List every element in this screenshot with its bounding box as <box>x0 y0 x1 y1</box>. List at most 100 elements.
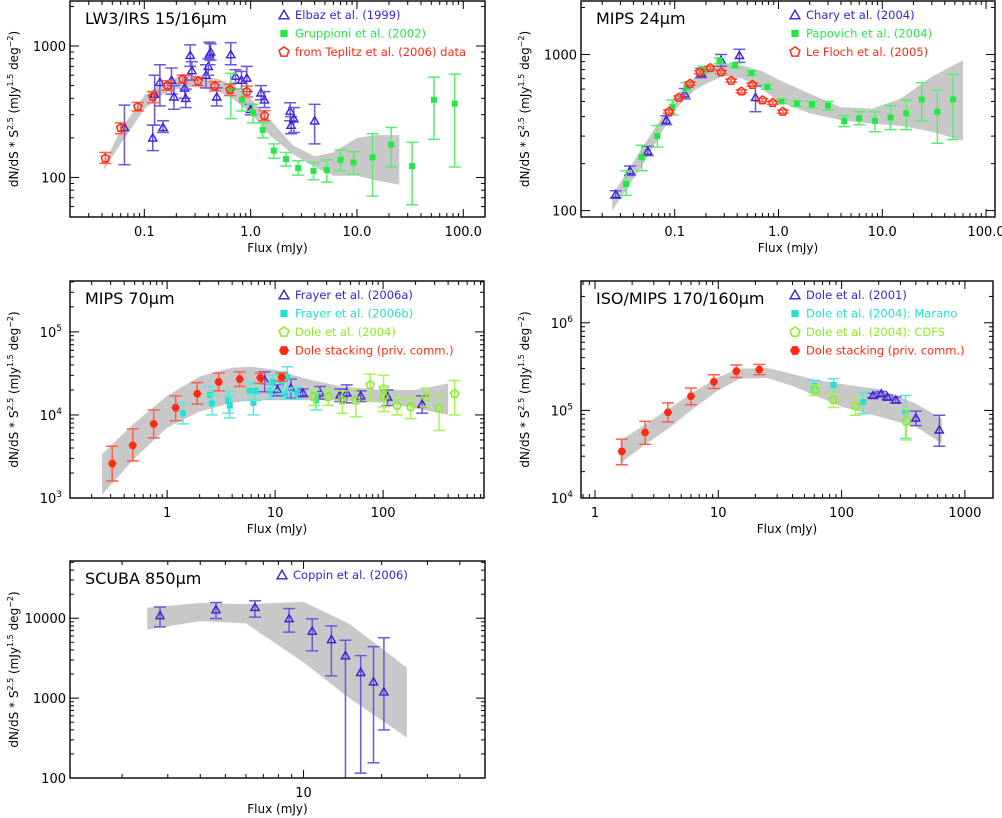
data-point <box>162 80 173 90</box>
y-tick-label: 100 <box>41 772 66 787</box>
x-tick-label: 10 <box>295 786 312 801</box>
data-point <box>284 105 296 115</box>
data-point <box>154 610 166 620</box>
data-point <box>933 424 945 434</box>
data-point <box>157 122 169 132</box>
x-tick-label: 1 <box>163 506 171 521</box>
data-point <box>211 91 223 101</box>
data-point <box>369 154 376 161</box>
data-point <box>767 97 778 108</box>
data-point <box>259 126 266 133</box>
data-point <box>890 394 902 404</box>
legend-marker <box>791 29 799 38</box>
y-tick-label: 104 <box>40 407 63 424</box>
data-point <box>830 381 837 388</box>
data-point <box>640 428 650 437</box>
panel-title: MIPS 70μm <box>85 289 175 308</box>
legend-label: Dole et al. (2001) <box>806 288 907 302</box>
data-point <box>177 73 188 84</box>
data-point <box>748 70 755 77</box>
data-point <box>282 390 289 397</box>
data-point <box>638 154 645 161</box>
data-point <box>901 416 912 426</box>
data-point <box>388 141 395 148</box>
data-point <box>193 390 202 398</box>
model-uncertainty-band <box>147 601 407 738</box>
data-point <box>726 75 737 85</box>
data-point <box>326 634 337 644</box>
panel-mips-24um: 0.1 1.0 10.0 100.0 Flux (mJy) 100 1000 dN/dS * … <box>517 0 1002 255</box>
y-axis-title: dN/dS * S2.5 (mJy1.5 deg−2) <box>6 591 21 747</box>
data-point <box>679 88 691 98</box>
plot-area <box>609 48 959 199</box>
data-point <box>297 387 309 397</box>
data-point <box>684 78 695 88</box>
data-point <box>860 398 867 405</box>
legend-label: Dole et al. (2004): CDFS <box>806 325 945 339</box>
legend-marker <box>278 346 290 355</box>
data-point <box>180 92 192 103</box>
data-point <box>451 100 458 107</box>
data-point <box>249 109 256 116</box>
data-point <box>267 387 274 394</box>
legend: Chary et al. (2004) Papovich et al. (2004… <box>788 8 932 59</box>
legend-label: Coppin et al. (2006) <box>293 568 408 582</box>
data-point <box>434 403 444 413</box>
data-point <box>654 133 661 140</box>
data-point <box>225 84 235 94</box>
data-point <box>210 604 222 614</box>
data-point <box>430 96 437 103</box>
data-point <box>259 110 270 120</box>
legend-label: Dole et al. (2004): Marano <box>806 307 957 321</box>
data-point <box>270 147 277 154</box>
panel-title: MIPS 24μm <box>596 9 686 28</box>
data-point <box>734 50 745 60</box>
data-point <box>208 400 215 407</box>
y-tick-label: 103 <box>40 490 62 507</box>
data-point <box>449 388 460 398</box>
y-axis: 100 1000 dN/dS * S2.5 (mJy1.5 deg−2) <box>6 5 485 218</box>
data-point <box>100 153 111 163</box>
panel-lw3-irs-15um: 0.1 1.0 10.0 100.0 Flux (mJy) 100 1000 dN/dS * … <box>6 0 486 255</box>
data-point <box>184 49 196 60</box>
data-point <box>700 66 707 73</box>
x-tick-label: 1.0 <box>768 225 789 240</box>
legend-label: Dole stacking (priv. comm.) <box>295 344 454 358</box>
data-point <box>623 181 630 188</box>
data-point <box>777 106 788 116</box>
x-axis-title: Flux (mJy) <box>247 802 307 816</box>
y-axis-title: dN/dS * S2.5 (mJy1.5 deg−2) <box>517 311 532 467</box>
plot-area <box>106 366 461 482</box>
data-point <box>731 62 738 69</box>
plot-area <box>99 41 461 206</box>
x-tick-label: 1000 <box>948 506 981 521</box>
data-point <box>283 613 295 623</box>
data-point <box>610 189 622 199</box>
legend-marker <box>788 8 802 20</box>
legend-label: Frayer et al. (2006a) <box>295 288 413 302</box>
panel-title: LW3/IRS 15/16μm <box>85 9 227 28</box>
series-dole-stacking-priv-comm <box>615 363 766 466</box>
data-point <box>949 96 956 103</box>
legend-marker <box>789 346 801 355</box>
y-axis: 104 105 106 dN/dS * S2.5 (mJy1.5 deg−2) <box>517 280 993 507</box>
panel-mips-70um: 1 10 100 Flux (mJy) 103 104 105 dN/dS * S2.5 (m… <box>6 280 485 536</box>
x-axis: 0.1 1.0 10.0 100.0 Flux (mJy) <box>601 1 1002 255</box>
data-point <box>871 117 878 124</box>
data-point <box>282 156 289 163</box>
x-tick-label: 10.0 <box>868 225 897 240</box>
legend-marker <box>278 325 290 337</box>
data-point <box>902 408 909 415</box>
x-tick-label: 100.0 <box>967 225 1002 240</box>
data-point <box>368 676 379 686</box>
x-tick-label: 10.0 <box>342 225 371 240</box>
data-point <box>214 378 223 386</box>
y-tick-label: 105 <box>40 324 62 341</box>
data-point <box>881 391 893 401</box>
data-point <box>617 447 627 456</box>
data-point <box>230 70 241 80</box>
data-point <box>249 601 261 612</box>
data-point <box>193 75 203 86</box>
data-point <box>793 100 800 107</box>
